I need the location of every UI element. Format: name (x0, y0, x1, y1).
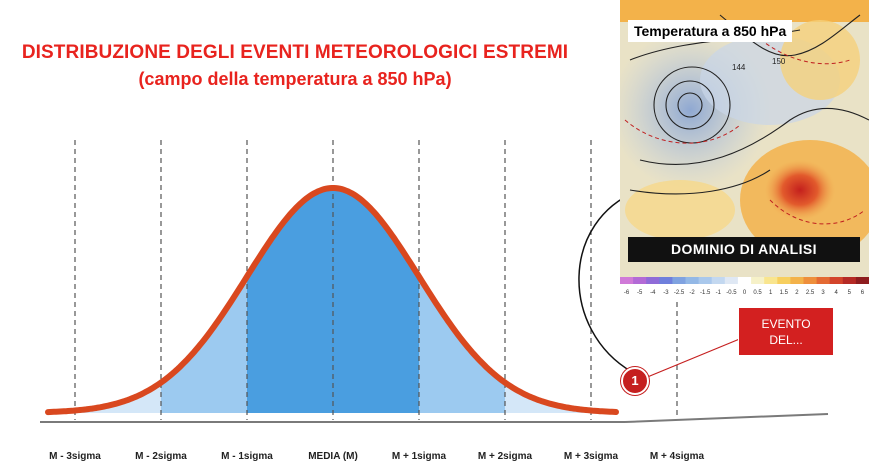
colorbar-tick-label: -3 (663, 290, 669, 296)
colorbar-swatch (855, 277, 869, 284)
callout-line-1: EVENTO (761, 317, 811, 331)
colorbar-tick-label: -6 (624, 290, 630, 296)
colorbar-swatch (842, 277, 857, 284)
colorbar-swatch (816, 277, 831, 284)
colorbar-swatch (672, 277, 686, 284)
colorbar-swatch (764, 277, 778, 284)
colorbar-swatch (724, 277, 739, 284)
axis-label-media: MEDIA (M) (308, 451, 358, 462)
colorbar-tick-label: 2.5 (806, 290, 815, 296)
map-image: 144 150 -6 -5 -4 -3 -2.5 -2 -1.5 -1 -0.5 0 0.5 1 1.5… (610, 0, 869, 300)
contour-label-1: 144 (732, 63, 746, 72)
colorbar-tick-label: 0.5 (753, 290, 762, 296)
colorbar-tick-label: 0 (743, 290, 747, 296)
colorbar-tick-label: 1 (769, 290, 773, 296)
contour-label-2: 150 (772, 57, 786, 66)
colorbar-tick-background (620, 284, 869, 300)
colorbar-tick-label: -5 (637, 290, 643, 296)
callout-line-2: DEL... (769, 333, 803, 347)
temperature-map: 144 150 -6 -5 -4 -3 -2.5 -2 -1.5 -1 -0.5 0 0.5 1 1.5… (610, 0, 869, 300)
colorbar-swatch (646, 277, 660, 284)
colorbar-swatch (790, 277, 804, 284)
axis-label-m-3sigma: M - 3sigma (49, 451, 101, 462)
colorbar-swatch (685, 277, 700, 284)
callout-leader (644, 337, 743, 379)
colorbar-tick-label: 2 (795, 290, 799, 296)
colorbar-tick-label: -2.5 (674, 290, 685, 296)
colorbar-swatch (751, 277, 765, 284)
title-line-1: DISTRIBUZIONE DEGLI EVENTI METEOROLOGICI… (21, 42, 569, 63)
axis-label-m+2sigma: M + 2sigma (477, 451, 533, 462)
colorbar-tick-label: -1.5 (700, 290, 711, 296)
axis-label-m+4sigma: M + 4sigma (649, 451, 705, 462)
colorbar-swatch (659, 277, 673, 284)
axis-label-m+3sigma: M + 3sigma (563, 451, 619, 462)
axis-label-m-1sigma: M - 1sigma (221, 451, 273, 462)
colorbar-swatch (698, 277, 713, 284)
colorbar-swatch (777, 277, 791, 284)
colorbar-swatch (737, 277, 752, 284)
colorbar-tick-label: 4 (835, 290, 839, 296)
map-colorbar: -6 -5 -4 -3 -2.5 -2 -1.5 -1 -0.5 0 0.5 1 1.5 2 2.5 3 4 5 6 (620, 277, 869, 300)
bell-curve (45, 185, 619, 416)
colorbar-swatch (711, 277, 726, 284)
colorbar-swatch (829, 277, 844, 284)
baseline-extension (624, 413, 829, 423)
colorbar-tick-label: -4 (650, 290, 656, 296)
colorbar-tick-label: 1.5 (780, 290, 789, 296)
axis-label-m-2sigma: M - 2sigma (135, 451, 187, 462)
colorbar-swatch (620, 277, 634, 284)
colorbar-tick-label: -0.5 (726, 290, 737, 296)
colorbar-tick-label: -2 (689, 290, 695, 296)
colorbar-swatch (803, 277, 818, 284)
colorbar-tick-label: 6 (861, 290, 865, 296)
colorbar-tick-label: -1 (716, 290, 722, 296)
event-marker: 1 (621, 367, 649, 395)
axis-label-m+1sigma: M + 1sigma (391, 451, 447, 462)
domain-label: DOMINIO DI ANALISI (628, 237, 860, 262)
title-line-2: (campo della temperatura a 850 hPa) (138, 69, 452, 89)
colorbar-tick-label: 5 (848, 290, 852, 296)
colorbar-swatch (633, 277, 647, 284)
colorbar-tick-label: 3 (821, 290, 825, 296)
event-callout: EVENTO DEL... (738, 307, 834, 356)
map-title: Temperatura a 850 hPa (628, 20, 793, 42)
sigma-1-area (247, 188, 419, 413)
